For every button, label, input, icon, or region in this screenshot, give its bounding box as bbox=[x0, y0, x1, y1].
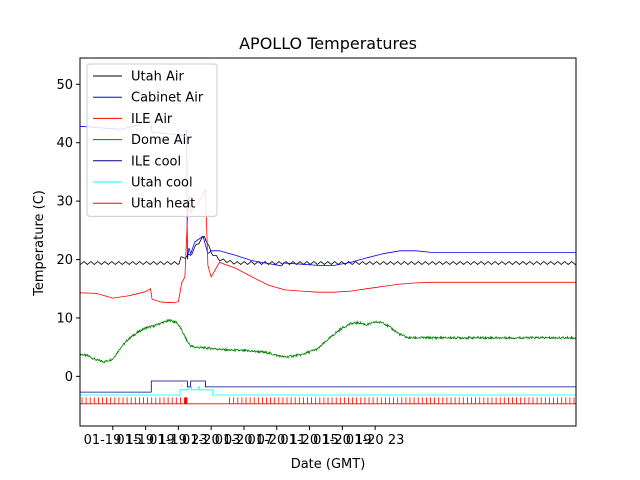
series-ile-cool bbox=[80, 380, 576, 393]
legend-label-cabinet-air: Cabinet Air bbox=[131, 91, 204, 106]
legend-label-ile-air: ILE Air bbox=[131, 112, 173, 127]
legend: Utah Air Cabinet Air ILE Air Dome Air ILE co… bbox=[86, 63, 218, 217]
y-tick-label: 20 bbox=[56, 253, 73, 268]
x-tick-label: 01-20 19 bbox=[313, 433, 371, 448]
x-axis-label: Date (GMT) bbox=[291, 457, 366, 472]
x-tick-label: 01-20 03 bbox=[182, 433, 240, 448]
x-tick-label: 01-20 07 bbox=[215, 433, 273, 448]
y-tick-label: 50 bbox=[56, 78, 73, 93]
x-tick-label: 01-19 23 bbox=[149, 433, 207, 448]
plot-frame bbox=[79, 57, 577, 427]
series-utah-cool bbox=[80, 386, 576, 396]
legend-label-utah-cool: Utah cool bbox=[131, 176, 193, 191]
series-utah-air bbox=[80, 236, 576, 266]
x-tick-label: 01-20 15 bbox=[280, 433, 338, 448]
legend-label-ile-cool: ILE cool bbox=[131, 154, 181, 169]
x-tick-label: 01-19 19 bbox=[116, 433, 174, 448]
legend-label-utah-heat: Utah heat bbox=[131, 197, 195, 212]
x-tick-label: 01-19 15 bbox=[84, 433, 142, 448]
x-tick-label: 01-20 23 bbox=[346, 433, 404, 448]
chart-title: APOLLO Temperatures bbox=[239, 34, 417, 53]
legend-label-dome-air: Dome Air bbox=[131, 133, 192, 148]
y-tick-label: 10 bbox=[56, 311, 73, 326]
x-tick-label: 01-20 11 bbox=[248, 433, 306, 448]
series-dome-air bbox=[80, 318, 576, 364]
y-tick-label: 0 bbox=[65, 370, 73, 385]
y-axis-label: Temperature (C) bbox=[32, 190, 47, 297]
legend-box bbox=[86, 63, 218, 217]
y-tick-label: 40 bbox=[56, 136, 73, 151]
legend-label-utah-air: Utah Air bbox=[131, 70, 184, 85]
series-utah-heat bbox=[80, 397, 576, 405]
y-tick-label: 30 bbox=[56, 195, 73, 210]
